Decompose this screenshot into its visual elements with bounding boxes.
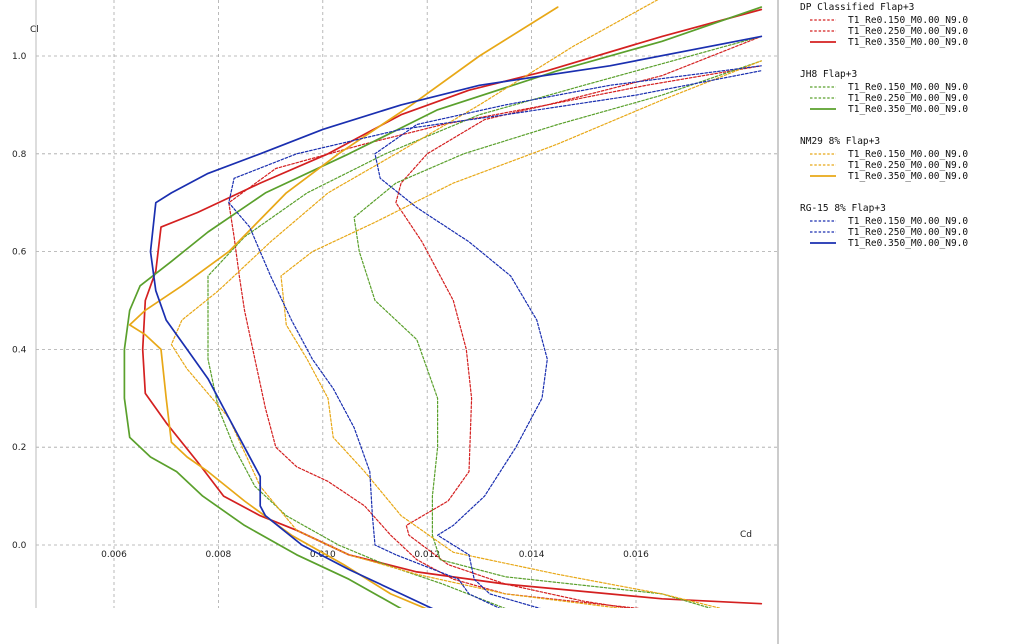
series-line-g0-s2 (141, 8, 763, 605)
legend-entry-label: T1_Re0.350_M0.00_N9.0 (848, 104, 968, 115)
legend-group-title: RG-15 8% Flap+3 (800, 203, 886, 214)
x-tick-label: 0.010 (310, 550, 336, 560)
legend-entry-label: T1_Re0.250_M0.00_N9.0 (848, 26, 968, 37)
x-tick-label: 0.014 (519, 550, 545, 560)
legend-entry-label: T1_Re0.150_M0.00_N9.0 (848, 82, 968, 93)
y-tick-label: 0.2 (12, 443, 26, 453)
tick-labels: 0.006 0.008 0.010 0.012 0.014 0.016 0.0 0.2 0.4 0… (12, 52, 649, 560)
legend-entry-label: T1_Re0.150_M0.00_N9.0 (848, 149, 968, 160)
x-axis-label: Cd (740, 530, 752, 540)
y-tick-label: 0.0 (12, 541, 27, 551)
legend-entry-label: T1_Re0.150_M0.00_N9.0 (848, 216, 968, 227)
y-tick-label: 0.4 (12, 345, 27, 355)
legend-group-title: JH8 Flap+3 (800, 69, 857, 80)
legend-group-title: DP Classified Flap+3 (800, 2, 914, 13)
series-lines (123, 0, 763, 608)
series-line-g3-s0 (374, 65, 762, 608)
legend-entry-label: T1_Re0.350_M0.00_N9.0 (848, 171, 968, 182)
y-axis-label: Cl (30, 25, 39, 35)
legend: DP Classified Flap+3 T1_Re0.150_M0.00_N9.… (800, 2, 968, 249)
series-line-g3-s2 (149, 35, 763, 608)
series-line-g2-s1 (170, 0, 659, 608)
series-line-g1-s2 (123, 6, 763, 608)
series-line-g2-s2 (128, 6, 559, 608)
legend-entry-label: T1_Re0.150_M0.00_N9.0 (848, 15, 968, 26)
legend-entry-label: T1_Re0.250_M0.00_N9.0 (848, 227, 968, 238)
legend-entry-label: T1_Re0.250_M0.00_N9.0 (848, 93, 968, 104)
series-line-g1-s1 (207, 35, 762, 608)
series-line-g3-s1 (228, 70, 762, 608)
y-tick-label: 1.0 (12, 52, 27, 62)
series-line-g1-s0 (353, 60, 762, 608)
legend-group-title: NM29 8% Flap+3 (800, 136, 880, 147)
y-tick-label: 0.8 (12, 150, 27, 160)
plot-background (36, 0, 778, 608)
legend-entry-label: T1_Re0.250_M0.00_N9.0 (848, 160, 968, 171)
legend-entry-label: T1_Re0.350_M0.00_N9.0 (848, 238, 968, 249)
x-tick-label: 0.008 (206, 550, 232, 560)
x-tick-label: 0.006 (101, 550, 127, 560)
series-line-g2-s0 (280, 60, 762, 608)
series-line-g0-s0 (395, 65, 762, 608)
x-tick-label: 0.012 (414, 550, 440, 560)
legend-entry-label: T1_Re0.350_M0.00_N9.0 (848, 37, 968, 48)
y-tick-label: 0.6 (12, 248, 27, 258)
x-tick-label: 0.016 (623, 550, 649, 560)
